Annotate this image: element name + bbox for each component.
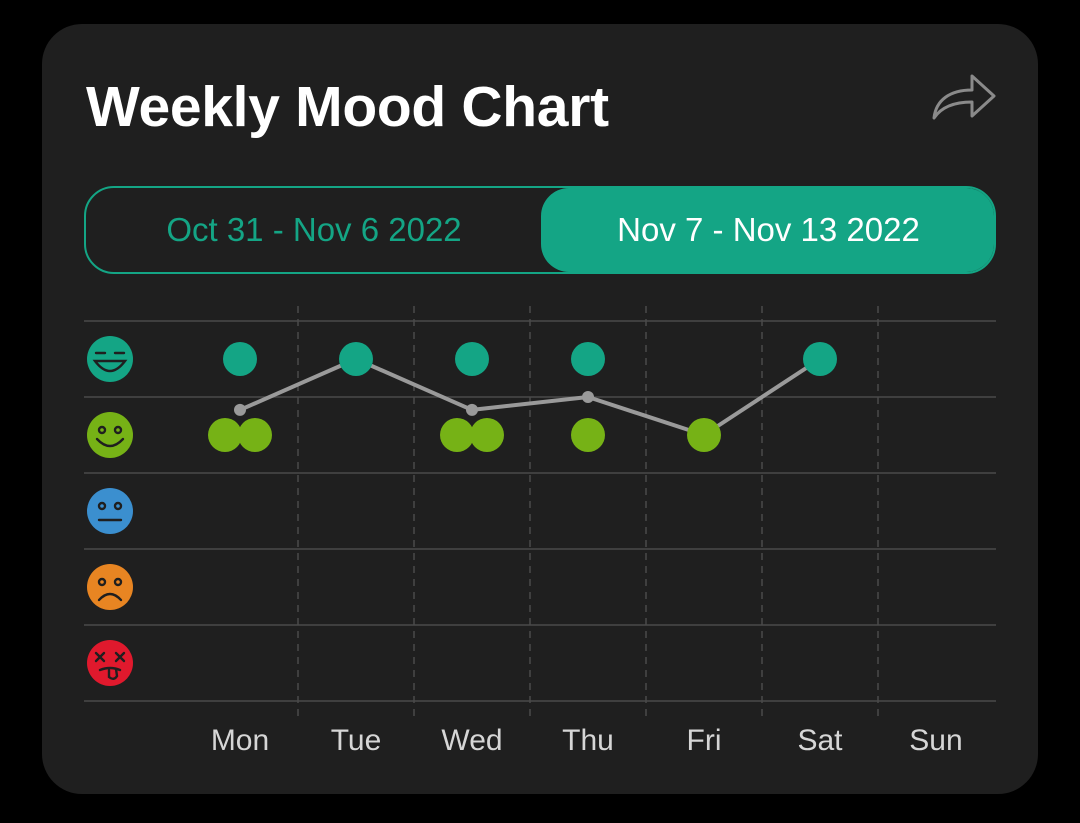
- x-tick-label: Sat: [797, 724, 843, 757]
- neutral-face-icon: [87, 488, 133, 534]
- face-mouth: [95, 437, 125, 448]
- face-background: [87, 488, 133, 534]
- mood-point: [571, 418, 605, 452]
- face-eye: [113, 501, 123, 511]
- mood-point: [223, 342, 257, 376]
- mood-point: [455, 342, 489, 376]
- week-option-previous[interactable]: Oct 31 - Nov 6 2022: [166, 211, 462, 248]
- smiling-face-icon: [87, 412, 133, 458]
- face-eye: [97, 425, 107, 435]
- face-tongue: [107, 667, 119, 680]
- average-point: [466, 403, 478, 416]
- face-mouth: [92, 359, 128, 373]
- face-background: [87, 564, 133, 610]
- face-eye: [114, 651, 126, 663]
- frowning-face-icon: [87, 564, 133, 610]
- average-mood-line: [239, 357, 822, 437]
- face-eye: [97, 577, 107, 587]
- x-tick-label: Thu: [562, 724, 614, 757]
- face-background: [87, 336, 133, 382]
- face-mouth: [97, 592, 123, 602]
- average-point: [234, 403, 246, 416]
- face-eye: [113, 577, 123, 587]
- mood-point: [208, 418, 242, 452]
- x-tick-label: Sun: [909, 724, 962, 757]
- x-tick-label: Mon: [211, 724, 269, 757]
- grinning-face-icon: [87, 336, 133, 382]
- week-toggle: Oct 31 - Nov 6 2022 Nov 7 - Nov 13 2022: [84, 186, 996, 274]
- face-background: [87, 640, 133, 686]
- mood-point: [440, 418, 474, 452]
- face-eye: [94, 651, 106, 663]
- mood-chart-card: [42, 24, 1038, 794]
- week-option-current[interactable]: Nov 7 - Nov 13 2022: [541, 188, 994, 272]
- dizzy-face-icon: [87, 640, 133, 686]
- mood-point: [238, 418, 272, 452]
- face-background: [87, 412, 133, 458]
- share-button[interactable]: [928, 66, 1000, 126]
- average-point: [582, 391, 594, 403]
- mood-point: [339, 342, 373, 376]
- card-title: Weekly Mood Chart: [86, 75, 609, 139]
- x-tick-label: Fri: [687, 724, 722, 757]
- face-eye: [113, 425, 123, 435]
- face-mouth: [98, 666, 122, 672]
- x-tick-label: Tue: [331, 724, 382, 757]
- mood-point: [687, 418, 721, 452]
- mood-point: [470, 418, 504, 452]
- mood-point: [803, 342, 837, 376]
- mood-point: [571, 342, 605, 376]
- x-tick-label: Wed: [441, 724, 502, 757]
- face-eye: [97, 501, 107, 511]
- share-arrow-icon: [932, 74, 996, 120]
